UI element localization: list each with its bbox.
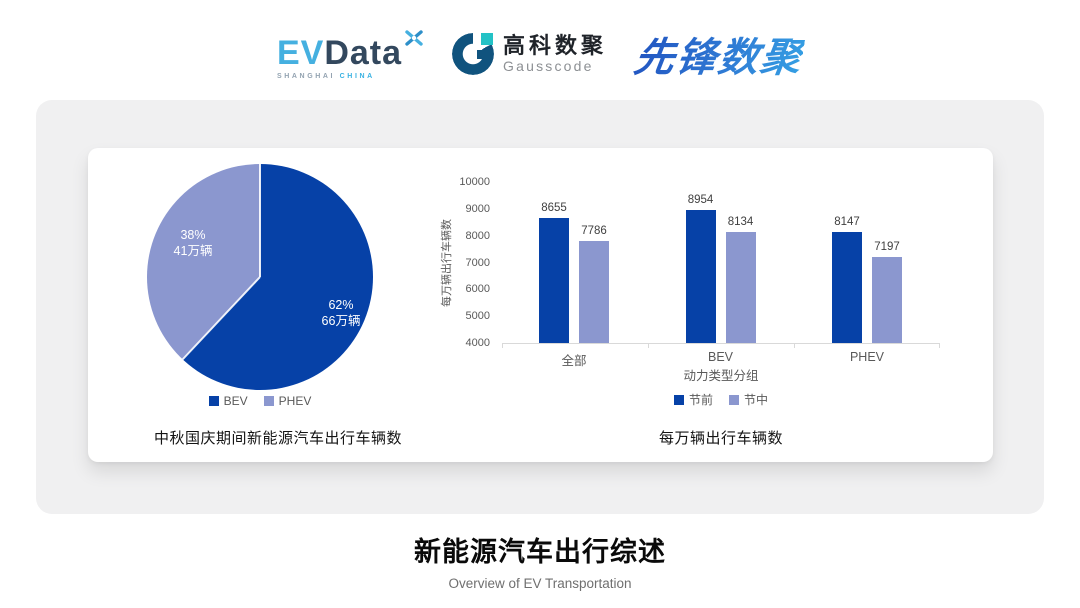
legend-label: 节前 xyxy=(688,393,713,407)
header-logos: EV Data SHANGHAI CHINA 高科数聚 Gausscode xyxy=(0,24,1080,84)
gausscode-logo: 高科数聚 Gausscode xyxy=(452,33,607,75)
y-tick-label: 5000 xyxy=(465,310,490,323)
x-axis-tick xyxy=(794,343,795,348)
y-tick-label: 8000 xyxy=(465,229,490,242)
pie-slice-label-phev: 38% 41万辆 xyxy=(173,228,213,258)
evdata-logo: EV Data SHANGHAI CHINA xyxy=(277,28,424,80)
legend-swatch xyxy=(263,396,274,406)
pie-separator xyxy=(259,164,261,277)
x-axis-tick xyxy=(939,343,940,348)
legend-item-节中: 节中 xyxy=(729,391,768,408)
bar-legend: 节前 节中 xyxy=(502,391,940,408)
evdata-tagline-china: CHINA xyxy=(339,73,375,80)
evdata-wordmark: EV Data xyxy=(277,28,424,70)
pie-legend: BEV PHEV xyxy=(147,394,373,408)
legend-item-节前: 节前 xyxy=(673,391,713,408)
bar-节前-全部 xyxy=(539,218,569,343)
bar-value-label: 8954 xyxy=(687,194,714,207)
evdata-tagline: SHANGHAI CHINA xyxy=(277,73,375,80)
pie-chart: 38% 41万辆 62% 66万辆 xyxy=(147,164,373,390)
legend-item-BEV: BEV xyxy=(208,394,248,408)
charts-card: 38% 41万辆 62% 66万辆 BEV PHEV 中秋国庆期间新能源汽车出行车辆数… xyxy=(88,148,993,462)
bar-chart-plot-area: 8655 7786 8954 8134 8147 7197 xyxy=(502,183,940,348)
bar-节前-PHEV xyxy=(832,231,862,343)
legend-swatch xyxy=(729,394,739,405)
bar-节中-全部 xyxy=(579,241,609,343)
bar-value-label: 7197 xyxy=(874,241,900,254)
bar-x-axis-title: 动力类型分组 xyxy=(683,369,759,383)
page-subtitle: Overview of EV Transportation xyxy=(448,576,632,591)
bar-value-label: 8134 xyxy=(727,216,754,229)
pie-chart-title: 中秋国庆期间新能源汽车出行车辆数 xyxy=(153,430,402,447)
pie-slice-label-bev: 62% 66万辆 xyxy=(321,298,361,328)
y-tick-label: 7000 xyxy=(465,256,490,269)
bar-节中-BEV xyxy=(725,232,756,343)
report-panel: 38% 41万辆 62% 66万辆 BEV PHEV 中秋国庆期间新能源汽车出行车辆数… xyxy=(36,100,1044,514)
bar-节前-BEV xyxy=(685,210,716,343)
footer: 新能源汽车出行综述 Overview of EV Transportation xyxy=(0,530,1080,591)
gausscode-g-icon xyxy=(452,33,495,75)
legend-swatch xyxy=(208,396,219,406)
y-tick-label: 10000 xyxy=(459,176,490,188)
legend-label: PHEV xyxy=(278,394,312,408)
bar-节中-PHEV xyxy=(872,257,902,343)
gausscode-wordmark: 高科数聚 Gausscode xyxy=(503,34,607,74)
y-tick-label: 6000 xyxy=(465,283,490,296)
gausscode-cn-text: 高科数聚 xyxy=(503,33,608,59)
gausscode-en-text: Gausscode xyxy=(503,58,594,75)
evdata-ev-text: EV xyxy=(276,34,325,72)
page-title: 新能源汽车出行综述 xyxy=(414,537,666,567)
legend-item-PHEV: PHEV xyxy=(263,394,312,408)
bar-value-label: 8655 xyxy=(541,202,567,215)
legend-label: BEV xyxy=(223,394,248,408)
evdata-tagline-shanghai: SHANGHAI xyxy=(276,73,336,80)
bar-chart-title: 每万辆出行车辆数 xyxy=(658,430,783,447)
bar-value-label: 8147 xyxy=(834,215,860,228)
x-axis-tick xyxy=(648,343,649,348)
legend-swatch xyxy=(673,394,684,405)
y-tick-label: 9000 xyxy=(465,202,490,215)
y-tick-label: 4000 xyxy=(465,337,490,349)
legend-label: 节中 xyxy=(744,393,769,407)
x-axis-tick xyxy=(502,343,503,348)
pinwheel-icon xyxy=(405,30,423,46)
category-label: 全部 xyxy=(561,354,587,368)
category-label: BEV xyxy=(707,350,733,364)
xianfeng-logo: 先锋数聚 xyxy=(631,25,807,83)
evdata-data-text: Data xyxy=(324,34,403,72)
category-label: PHEV xyxy=(849,350,885,364)
bar-value-label: 7786 xyxy=(581,225,607,238)
